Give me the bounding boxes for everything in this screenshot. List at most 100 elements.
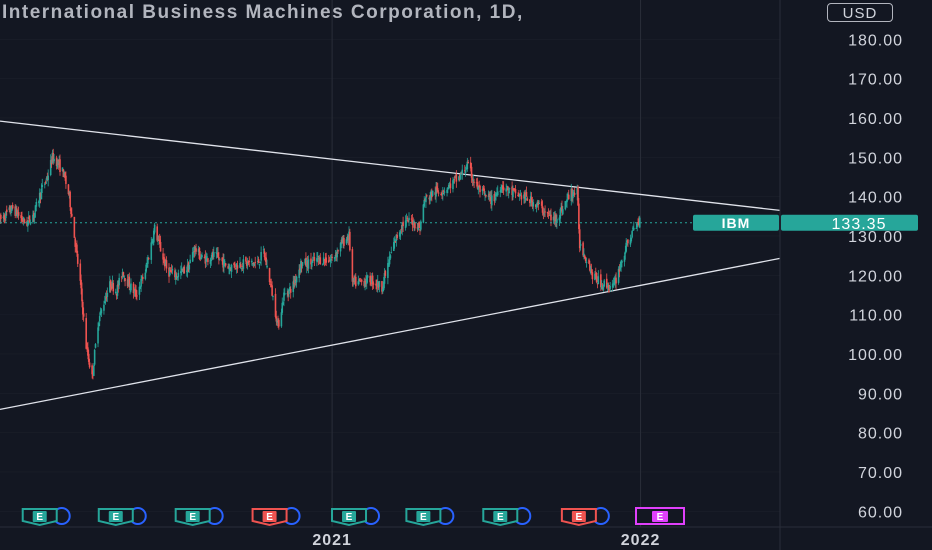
candle-body [147, 258, 150, 260]
candle-body [365, 276, 368, 284]
candle-body [496, 191, 499, 196]
candle-body [512, 190, 514, 198]
candle-body [22, 219, 24, 222]
candle-body [393, 239, 396, 243]
earnings-marker-down[interactable]: E [560, 507, 610, 527]
candle-body [617, 268, 620, 283]
candle-body [567, 194, 569, 199]
candle-body [170, 270, 173, 272]
earnings-marker-next[interactable]: E [635, 507, 685, 525]
price-tick-label: 120.00 [848, 268, 903, 285]
candle-body [229, 267, 231, 271]
candle-body [9, 205, 11, 213]
candle-body [371, 275, 374, 285]
candle-body [39, 192, 42, 198]
candle-body [384, 271, 387, 276]
candle-body [132, 283, 135, 294]
candle-body [47, 175, 49, 181]
candle-body [204, 256, 207, 264]
candle-body [390, 252, 393, 254]
candle-body [536, 201, 539, 206]
currency-badge[interactable]: USD [827, 3, 893, 22]
candle-body [165, 260, 168, 269]
earnings-marker-up[interactable]: E [21, 507, 71, 527]
candle-body [27, 220, 29, 227]
candle-body [322, 263, 324, 265]
earnings-badge-label: E [36, 512, 43, 523]
candle-body [630, 237, 633, 242]
candle-body [86, 346, 88, 348]
candle-body [400, 228, 403, 231]
candle-body [459, 173, 462, 180]
candle-body [442, 192, 444, 195]
candle-body [64, 173, 66, 178]
earnings-marker-up[interactable]: E [331, 507, 381, 527]
candle-body [183, 266, 186, 274]
earnings-marker-down[interactable]: E [251, 507, 301, 527]
candle-body [564, 201, 567, 210]
candle-body [473, 181, 475, 183]
earnings-marker-up[interactable]: E [405, 507, 455, 527]
candle-body [454, 176, 457, 178]
candle-body [481, 189, 484, 192]
candle-body [251, 262, 254, 264]
candle-body [518, 194, 521, 197]
candle-body [631, 231, 633, 238]
candle-body [348, 231, 350, 240]
candle-body [513, 188, 516, 190]
candle-body [260, 251, 262, 261]
trendline-layer [0, 120, 781, 411]
candle-body [264, 257, 267, 259]
earnings-marker-up[interactable]: E [482, 507, 532, 527]
earnings-marker-up[interactable]: E [97, 507, 147, 527]
candle-body [453, 178, 455, 180]
earnings-marker-up[interactable]: E [174, 507, 224, 527]
candle-body [118, 277, 120, 286]
candle-body [393, 242, 395, 252]
candle-body [283, 292, 285, 301]
candle-body [327, 260, 330, 263]
candle-body [382, 281, 385, 291]
candle-body [163, 258, 165, 260]
candle-body [410, 218, 413, 220]
candle-body [312, 257, 315, 259]
candle-body [230, 264, 233, 272]
candle-body [525, 191, 528, 197]
candle-body [420, 221, 422, 230]
candle-body [491, 195, 493, 206]
candle-body [233, 263, 235, 266]
candle-body [389, 255, 392, 259]
candle-body [15, 208, 17, 216]
candle-body [608, 285, 611, 290]
earnings-badge-label: E [657, 512, 664, 523]
candle-body [363, 281, 366, 287]
candle-body [600, 285, 603, 290]
candle-body [531, 200, 534, 207]
candle-body [632, 227, 634, 230]
candle-body [79, 263, 82, 281]
candle-body [558, 217, 561, 221]
candle-body [477, 186, 480, 190]
candle-body [288, 289, 290, 295]
candle-body [578, 203, 580, 230]
candle-body [34, 205, 37, 212]
candle-body [0, 214, 2, 220]
candle-body [388, 256, 391, 265]
price-tick-label: 130.00 [848, 229, 903, 246]
candle-body [124, 278, 126, 282]
candle-body [494, 197, 497, 200]
candle-body [625, 242, 627, 252]
candle-body [345, 239, 348, 244]
earnings-badge-label: E [112, 512, 119, 523]
candle-body [246, 262, 249, 265]
candle-body [194, 246, 197, 251]
earnings-badge-inner [652, 511, 668, 522]
candle-body [394, 241, 397, 243]
candle-body [573, 192, 575, 195]
candle-body [614, 278, 617, 282]
candle-body [218, 256, 220, 260]
candle-body [11, 205, 14, 209]
candle-body [423, 199, 426, 207]
